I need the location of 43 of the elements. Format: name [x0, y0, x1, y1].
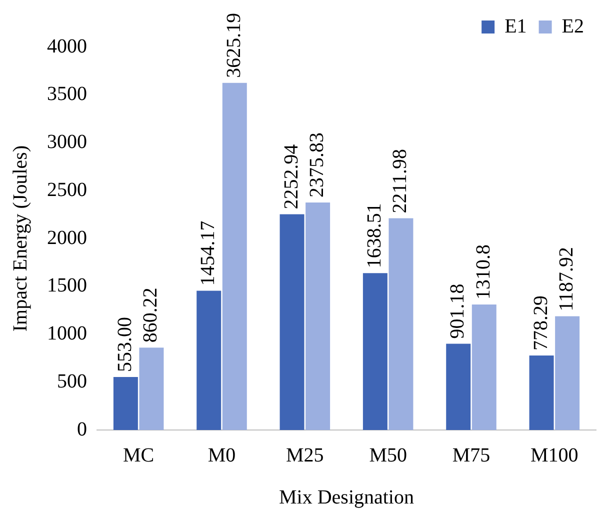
data-label: 553.00 [114, 317, 136, 372]
y-axis-title: Impact Energy (Joules) [9, 145, 32, 332]
x-tick-label: M25 [286, 444, 324, 466]
data-label: 3625.19 [222, 12, 245, 78]
y-tick-label: 4000 [47, 35, 87, 58]
data-label: 1454.17 [197, 220, 220, 286]
y-tick-label: 3500 [47, 83, 87, 106]
bar [280, 214, 304, 430]
x-tick-label: M100 [530, 444, 578, 466]
y-tick-label: 0 [77, 418, 87, 440]
data-label: 2211.98 [389, 148, 412, 214]
y-tick-label: 2500 [47, 178, 87, 201]
legend-label: E1 [504, 15, 527, 38]
bar [555, 316, 580, 430]
bar [388, 218, 414, 430]
y-tick-label: 1000 [47, 322, 87, 344]
data-label: 778.29 [530, 295, 552, 350]
data-label: 2375.83 [306, 132, 328, 198]
x-tick-label: M75 [452, 444, 490, 466]
data-label: 901.18 [446, 284, 469, 339]
data-label: 1638.51 [363, 203, 386, 268]
bar [362, 273, 388, 430]
data-label: 860.22 [140, 288, 162, 343]
x-tick-label: M50 [369, 444, 407, 466]
bar [196, 290, 222, 430]
x-tick-label: M0 [208, 444, 236, 466]
bar [139, 348, 164, 430]
y-tick-label: 1500 [47, 274, 87, 297]
y-tick-label: 3000 [47, 131, 87, 153]
x-axis-title: Mix Designation [279, 486, 414, 508]
data-label: 1187.92 [556, 246, 578, 312]
bar [222, 82, 247, 430]
data-label: 1310.8 [472, 244, 494, 300]
y-tick-label: 2000 [47, 226, 87, 249]
data-label: 2252.94 [280, 144, 302, 210]
y-tick-label: 500 [57, 370, 87, 392]
bar [446, 344, 471, 430]
bar [472, 304, 496, 430]
bar [529, 355, 554, 430]
bar [306, 202, 330, 430]
x-tick-label: MC [123, 444, 154, 466]
legend-label: E2 [562, 15, 584, 38]
bar [113, 377, 138, 430]
